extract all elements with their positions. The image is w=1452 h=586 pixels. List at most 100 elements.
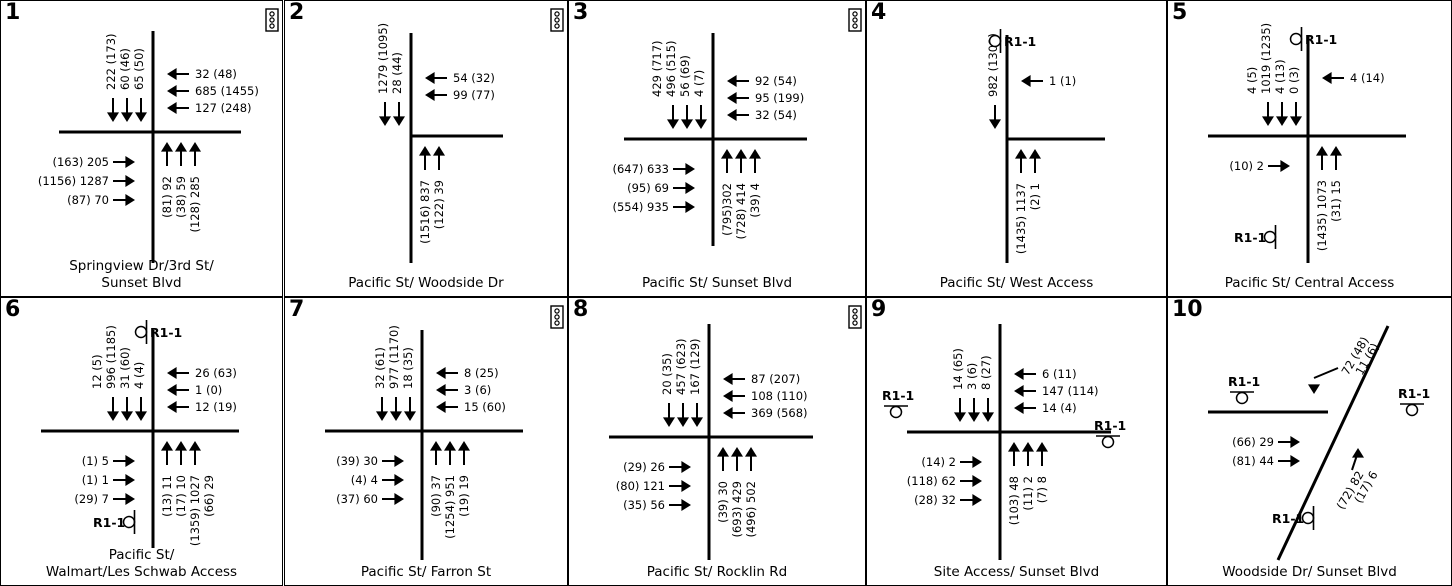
stop-sign-icon [1096,435,1120,449]
volume-southbound: 65 (50) [132,48,146,90]
sign-label: R1-1 [882,388,914,403]
intersection-panel-3: 3 429 (717) 496 (515) 56 (69) 4 (7) 92 (54) 95… [568,0,866,297]
volume-eastbound: (1) 5 [82,454,109,468]
volume-westbound: 87 (207) [751,372,800,386]
arrow-head-icon [982,412,994,422]
arrow-head-icon [1308,384,1320,394]
volume-eastbound: (1156) 1287 [38,174,109,188]
arrow-head-icon [677,417,689,427]
volume-northbound: (39) 30 [716,481,730,523]
intersection-diagram: 222 (173) 60 (46) 65 (50) 32 (48) 685 (1455)… [38,8,279,263]
intersection-number: 4 [871,0,887,25]
volume-westbound: 8 (25) [464,366,499,380]
volume-southbound: 20 (35) [660,353,674,395]
intersection-diagram: 429 (717) 496 (515) 56 (69) 4 (7) 92 (54) 95 … [612,8,862,246]
arrow-head-icon [1014,402,1024,414]
arrow-head-icon [989,119,1001,129]
intersection-name: Woodside Dr/ Sunset Blvd [1222,564,1397,580]
volume-southbound: 18 (35) [401,347,415,389]
stop-sign-icon [134,320,148,344]
volume-northbound: (1516) 837 [418,180,432,244]
volume-southbound: 14 (65) [951,348,965,390]
arrow-head-icon [125,474,135,486]
intersection-number: 7 [289,297,305,322]
arrow-head-icon [125,493,135,505]
arrow-head-icon [1029,149,1041,159]
arrow-head-icon [430,441,442,451]
stop-sign-icon [1230,391,1254,405]
arrow-head-icon [685,182,695,194]
arrow-head-icon [681,119,693,129]
arrow-head-icon [167,102,177,114]
volume-eastbound: (80) 121 [616,479,665,493]
sign-label: R1-1 [1272,511,1304,526]
intersection-number: 6 [5,297,21,322]
intersection-panel-9: 9 14 (65) 3 (6) 8 (27) 6 (11) 147 (114) 14 (4)… [866,297,1167,586]
volume-northbound: (1435) 1137 [1014,183,1028,254]
volume-northbound: (1435) 1073 [1315,180,1329,251]
volume-northbound: (128) 285 [188,176,202,233]
arrow-head-icon [167,384,177,396]
volume-westbound: 685 (1455) [195,84,259,98]
volume-northbound: (728) 414 [734,183,748,240]
arrow-head-icon [189,142,201,152]
arrow-head-icon [727,75,737,87]
volume-eastbound: (95) 69 [627,181,669,195]
volume-westbound: 92 (54) [755,74,797,88]
volume-eastbound: (118) 62 [907,474,956,488]
road-diagonal [1276,325,1390,561]
arrow-head-icon [1322,72,1332,84]
arrow-head-icon [721,149,733,159]
arrow-head-icon [1262,116,1274,126]
traffic-signal-icon [848,8,862,32]
arrow-head-icon [972,494,982,506]
volume-eastbound: (35) 56 [623,498,665,512]
sign-label: R1-1 [150,325,182,340]
stop-sign-icon [122,510,136,534]
intersection-panel-6: 6 12 (5) 996 (1185) 31 (60) 4 (4) 26 (63) 1 (0… [0,297,283,586]
volume-westbound: 26 (63) [195,366,237,380]
arrow-head-icon [394,474,404,486]
intersection-panel-4: 4 982 (1308) 1 (1) (1435) 1137 (2) 1 R1-1 Paci… [866,0,1167,297]
intersection-name: Site Access/ Sunset Blvd [933,564,1100,580]
intersection-number: 8 [573,297,589,322]
volume-northbound: (90) 37 [429,475,443,517]
volume-eastbound: (29) 26 [623,460,665,474]
arrow-head-icon [107,411,119,421]
intersection-name: Springview Dr/3rd St/ [69,258,214,274]
volume-westbound: 12 (19) [195,400,237,414]
volume-westbound: 1 (0) [195,383,222,397]
arrow-head-icon [727,92,737,104]
arrow-head-icon [1316,146,1328,156]
arrow-head-icon [1290,116,1302,126]
arrow-head-icon [1008,442,1020,452]
arrow-head-icon [695,119,707,129]
sign-label: R1-1 [1228,374,1260,389]
volume-southbound: 28 (44) [390,52,404,94]
volume-southbound: 457 (623) [674,338,688,395]
arrow-head-icon [681,461,691,473]
arrow-head-icon [125,194,135,206]
volume-eastbound: (29) 7 [74,492,109,506]
arrow-head-icon [161,441,173,451]
volume-westbound: 4 (14) [1350,71,1385,85]
intersection-panel-8: 8 20 (35) 457 (623) 167 (129) 87 (207) 108 (1… [568,297,866,586]
arrow-head-icon [685,163,695,175]
volume-northbound: (19) 19 [457,475,471,517]
stop-sign-icon [1289,27,1303,51]
volume-northbound: (693) 429 [730,481,744,538]
volume-southbound: 60 (46) [118,48,132,90]
volume-eastbound: (1) 1 [82,473,109,487]
intersection-number: 5 [1172,0,1188,25]
volume-northbound: (39) 4 [748,183,762,218]
volume-eastbound: (39) 30 [336,454,378,468]
volume-southbound: 3 (6) [965,363,979,390]
intersection-number: 3 [573,0,589,25]
arrow-head-icon [379,116,391,126]
arrow-head-icon [681,499,691,511]
intersection-panel-1: 1 222 (173) 60 (46) 65 (50) 32 (48) 685 (1455… [0,0,283,297]
arrow-head-icon [436,367,446,379]
volume-southbound: 429 (717) [650,40,664,97]
